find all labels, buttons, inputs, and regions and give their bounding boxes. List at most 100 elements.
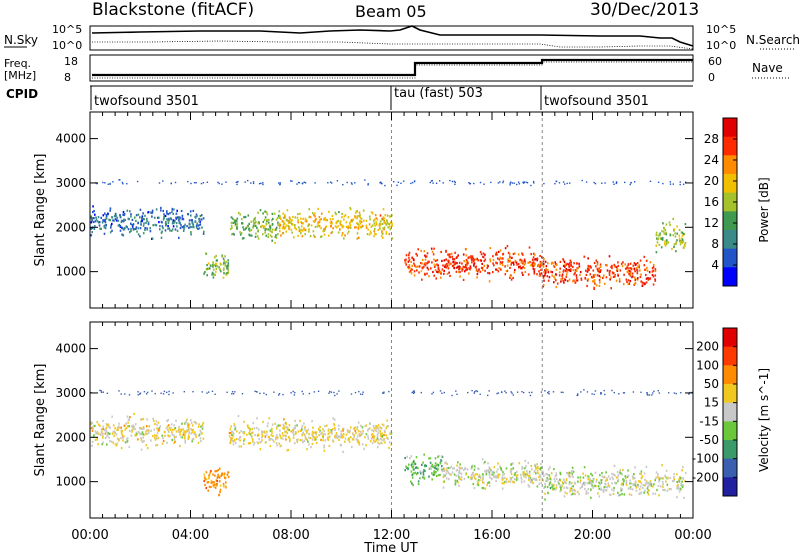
- velocity-cell: [195, 422, 198, 425]
- beam-title: Beam 05: [355, 2, 427, 21]
- velocity-cell: [673, 479, 675, 483]
- power-cell: [275, 226, 278, 229]
- velocity-cell: [365, 424, 368, 427]
- velocity-cell: [470, 474, 473, 477]
- power-cell: [264, 231, 266, 234]
- velocity-cell: [191, 438, 194, 441]
- velocity-cell: [237, 414, 240, 418]
- power-cell: [231, 233, 233, 236]
- power-cell: [450, 252, 453, 255]
- velocity-cell: [617, 475, 619, 478]
- power-cell: [459, 270, 461, 274]
- velocity-cell: [531, 468, 533, 471]
- velocity-cell: [332, 417, 334, 420]
- power-cell: [482, 256, 485, 259]
- power-cell: [90, 215, 93, 218]
- power-cell: [248, 233, 250, 236]
- power-cell: [318, 216, 321, 219]
- velocity-cell: [570, 493, 573, 496]
- power-cell: [621, 265, 624, 268]
- velocity-cell: [344, 440, 346, 443]
- velocity-cell: [473, 392, 475, 394]
- power-cell: [282, 225, 285, 229]
- velocity-cell: [374, 440, 376, 443]
- power-cell: [533, 268, 536, 271]
- power-cell: [509, 255, 511, 258]
- velocity-cell: [380, 441, 383, 445]
- velocity-cell: [634, 466, 636, 469]
- power-cell: [417, 248, 419, 251]
- velocity-cell: [199, 429, 202, 432]
- velocity-cell: [617, 494, 620, 497]
- power-cell: [662, 222, 664, 225]
- velocity-cell: [380, 437, 382, 440]
- velocity-cell: [446, 477, 448, 480]
- velocity-cell: [334, 428, 336, 431]
- power-cell: [349, 207, 351, 210]
- velocity-cell: [290, 430, 292, 433]
- velocity-cell: [100, 390, 102, 392]
- velocity-cell: [640, 472, 642, 475]
- power-cell: [423, 250, 426, 253]
- noise-right-tick-bottom: 10^0: [706, 39, 736, 52]
- power-cell: [354, 226, 356, 229]
- velocity-cell: [191, 424, 194, 427]
- power-cell: [369, 215, 371, 218]
- velocity-cell: [654, 492, 657, 495]
- power-cell: [475, 265, 478, 268]
- velocity-cell: [140, 448, 143, 451]
- power-cell: [633, 276, 636, 279]
- power-cell: [520, 261, 523, 264]
- velocity-cell: [116, 428, 118, 432]
- power-cell: [369, 230, 372, 233]
- velocity-cell: [623, 493, 626, 496]
- power-cell: [180, 209, 183, 213]
- velocity-cell: [208, 474, 211, 477]
- power-cell: [304, 229, 307, 232]
- power-cell: [212, 261, 214, 264]
- power-cell: [469, 268, 471, 271]
- velocity-cell: [571, 492, 574, 496]
- power-cell: [160, 209, 162, 212]
- power-cell: [98, 221, 101, 224]
- velocity-cell: [605, 489, 608, 492]
- velocity-cell: [553, 484, 555, 487]
- velocity-cell: [375, 439, 378, 442]
- power-cell: [183, 226, 186, 229]
- power-cell: [271, 239, 273, 242]
- power-cell: [92, 211, 94, 214]
- velocity-cell: [155, 444, 157, 447]
- velocity-cell: [411, 482, 413, 485]
- power-cell: [558, 274, 561, 277]
- velocity-cell: [553, 477, 556, 480]
- power-cell: [282, 216, 285, 219]
- velocity-cell: [603, 389, 605, 392]
- power-cell: [247, 214, 250, 217]
- velocity-cell: [387, 437, 389, 440]
- power-cell: [225, 265, 228, 268]
- power-cell: [523, 263, 526, 266]
- power-cell: [187, 180, 189, 183]
- velocity-cell: [299, 439, 302, 442]
- velocity-cell: [441, 392, 443, 394]
- power-cell: [682, 246, 685, 249]
- velocity-cell: [495, 475, 497, 478]
- velocity-cell: [677, 485, 680, 488]
- power-cell: [448, 255, 451, 258]
- velocity-cell: [285, 438, 287, 441]
- velocity-cell: [622, 483, 624, 486]
- power-cell: [200, 182, 203, 185]
- power-cell: [369, 218, 371, 221]
- velocity-cell: [216, 470, 218, 473]
- velocity-cell: [555, 472, 557, 475]
- power-cell: [586, 270, 589, 273]
- power-cell: [424, 272, 426, 275]
- velocity-cell: [104, 429, 106, 432]
- power-cell: [529, 264, 532, 267]
- power-colorbar-tick-label: 8: [711, 237, 719, 251]
- power-cell: [282, 220, 285, 223]
- power-cell: [536, 273, 538, 276]
- power-colorbar-label: Power [dB]: [757, 177, 771, 242]
- power-cell: [169, 212, 171, 215]
